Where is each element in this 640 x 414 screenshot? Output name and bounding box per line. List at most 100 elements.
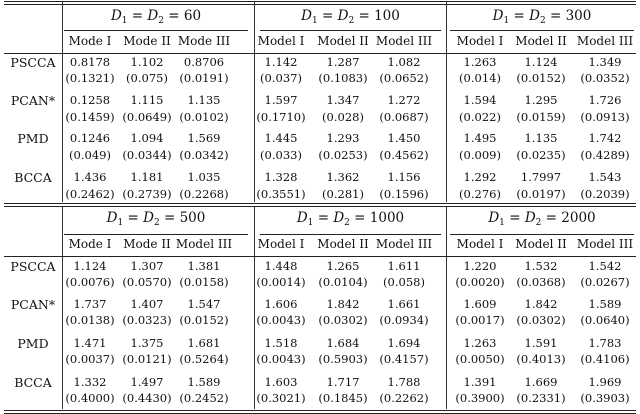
mean-value: 1.295: [524, 93, 558, 107]
sd-value: (0.0687): [379, 110, 429, 124]
subscript: 1: [121, 16, 128, 26]
col-divider: [62, 206, 63, 409]
sd-value: (0.4013): [516, 352, 566, 366]
sd-value: (0.2268): [179, 187, 229, 201]
group-header-eq: =: [123, 210, 144, 226]
subheader: Model I: [257, 237, 305, 251]
mean-value: 1.448: [264, 259, 298, 273]
subheader: Model I: [456, 237, 504, 251]
mean-value: 1.445: [264, 131, 298, 145]
subscript: 1: [307, 218, 314, 228]
mean-value: 1.436: [73, 170, 107, 184]
sd-value: (0.0368): [516, 275, 566, 289]
group-header-symbol: D: [488, 210, 500, 226]
mean-value: 1.7997: [520, 170, 562, 184]
group-underline: [64, 234, 248, 235]
subheader: Mode II: [123, 237, 171, 251]
sd-value: (0.0076): [65, 275, 115, 289]
mean-value: 0.1258: [69, 93, 111, 107]
method-label: PSCCA: [10, 55, 56, 70]
mean-value: 1.684: [326, 336, 360, 350]
col-divider: [254, 2, 255, 202]
mean-value: 1.115: [130, 93, 164, 107]
mean-value: 1.293: [326, 131, 360, 145]
sd-value: (0.1710): [256, 110, 306, 124]
sd-value: (0.0649): [122, 110, 172, 124]
mean-value: 1.609: [463, 297, 497, 311]
sd-value: (0.3551): [256, 187, 306, 201]
mean-value: 1.597: [264, 93, 298, 107]
subheader: Model II: [515, 34, 567, 48]
group-header-value: = 2000: [541, 210, 596, 226]
group-header-value: = 60: [163, 8, 202, 24]
subheader: Model III: [375, 34, 433, 48]
sd-value: (0.037): [260, 71, 302, 85]
sd-value: (0.0640): [580, 313, 630, 327]
sd-value: (0.0121): [122, 352, 172, 366]
sd-value: (0.0570): [122, 275, 172, 289]
method-label: PMD: [17, 336, 49, 351]
method-label: PCAN*: [10, 297, 56, 312]
group-header-eq: =: [504, 210, 525, 226]
mean-value: 1.135: [524, 131, 558, 145]
sd-value: (0.014): [459, 71, 501, 85]
subheader: Mode II: [123, 34, 171, 48]
group-header-symbol: D: [301, 8, 312, 24]
method-label: PSCCA: [10, 259, 56, 274]
group-underline: [450, 30, 634, 31]
subscript: 2: [539, 16, 546, 26]
mean-value: 1.495: [463, 131, 497, 145]
mean-value: 1.471: [73, 336, 107, 350]
sd-value: (0.033): [260, 148, 302, 162]
sd-value: (0.3903): [580, 391, 630, 405]
sd-value: (0.1083): [318, 71, 368, 85]
mean-value: 1.347: [326, 93, 360, 107]
mean-value: 1.265: [326, 259, 360, 273]
sd-value: (0.049): [69, 148, 111, 162]
mean-value: 1.381: [187, 259, 221, 273]
mid-rule: [4, 203, 636, 204]
mean-value: 1.842: [524, 297, 558, 311]
sd-value: (0.0235): [516, 148, 566, 162]
group-header-symbol: D: [296, 210, 308, 226]
mean-value: 1.307: [130, 259, 164, 273]
mean-value: 1.542: [588, 259, 622, 273]
mean-value: 1.547: [187, 297, 221, 311]
group-header: D1 = D2 = 60: [62, 8, 250, 26]
sd-value: (0.4430): [122, 391, 172, 405]
mean-value: 1.589: [588, 297, 622, 311]
group-underline: [260, 30, 441, 31]
sd-value: (0.0652): [379, 71, 429, 85]
group-header-value: = 300: [545, 8, 592, 24]
sd-value: (0.022): [459, 110, 501, 124]
method-label: PMD: [17, 131, 49, 146]
group-underline: [260, 234, 441, 235]
sd-value: (0.1459): [65, 110, 115, 124]
sd-value: (0.075): [126, 71, 168, 85]
mean-value: 1.263: [463, 336, 497, 350]
sd-value: (0.0191): [179, 71, 229, 85]
sd-value: (0.2331): [516, 391, 566, 405]
sd-value: (0.0050): [455, 352, 505, 366]
mean-value: 1.606: [264, 297, 298, 311]
sd-value: (0.0102): [179, 110, 229, 124]
sd-value: (0.0302): [516, 313, 566, 327]
sd-value: (0.0037): [65, 352, 115, 366]
mean-value: 1.969: [588, 375, 622, 389]
sd-value: (0.0323): [122, 313, 172, 327]
subscript: 2: [153, 218, 160, 228]
sd-value: (0.0342): [179, 148, 229, 162]
subscript: 2: [344, 218, 350, 228]
group-header-symbol: D: [106, 210, 118, 226]
sd-value: (0.0159): [516, 110, 566, 124]
group-header: D1 = D2 = 2000: [448, 210, 636, 228]
sd-value: (0.3900): [455, 391, 505, 405]
mean-value: 1.292: [463, 170, 497, 184]
group-header: D1 = D2 = 500: [62, 210, 250, 228]
sd-value: (0.028): [322, 110, 364, 124]
group-header-symbol: D: [147, 8, 159, 24]
subheader: Model II: [317, 34, 369, 48]
method-label: BCCA: [14, 170, 52, 185]
sd-value: (0.0352): [580, 71, 630, 85]
sd-value: (0.0104): [318, 275, 368, 289]
